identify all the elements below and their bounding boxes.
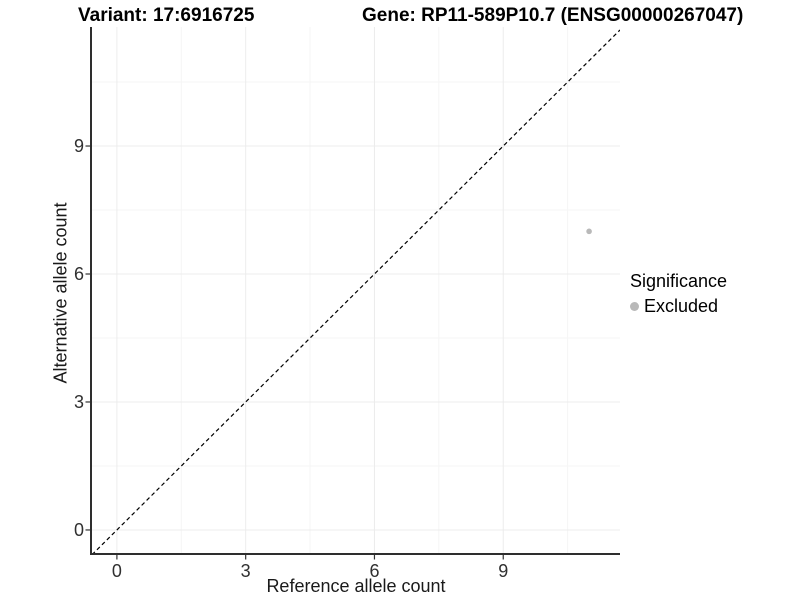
x-tick-label: 3 [240, 561, 251, 581]
y-axis-title: Alternative allele count [50, 202, 71, 384]
excluded-point-icon [630, 302, 639, 311]
gene-title: Gene: RP11-589P10.7 (ENSG00000267047) [362, 5, 744, 26]
y-tick-label: 6 [73, 264, 84, 284]
legend-item-label: Excluded [644, 296, 719, 316]
identity-dashed-line [92, 29, 620, 553]
x-tick-label: 0 [111, 561, 122, 581]
legend-title: Significance [630, 271, 728, 291]
x-axis-title: Reference allele count [266, 576, 446, 596]
variant-title: Variant: 17:6916725 [78, 5, 255, 26]
data-point [586, 228, 592, 235]
legend-item-excluded: Excluded [630, 296, 727, 317]
x-tick-label: 6 [369, 561, 380, 581]
y-tick-label: 9 [73, 136, 84, 157]
y-tick-label: 0 [73, 519, 84, 540]
x-tick-label: 9 [498, 561, 509, 581]
legend: Significance Excluded [630, 271, 727, 317]
y-tick-label: 3 [73, 391, 84, 412]
